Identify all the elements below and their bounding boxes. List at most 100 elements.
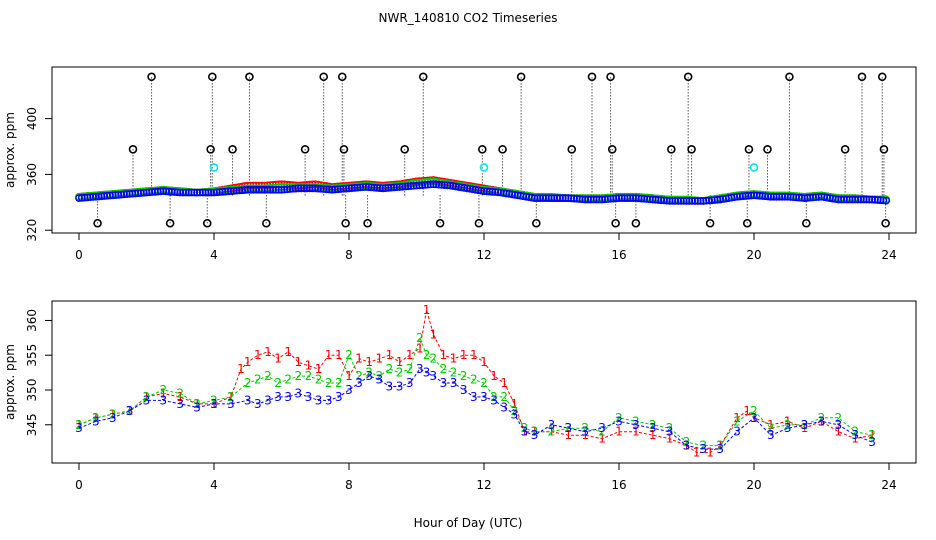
- series-3-point: [370, 183, 379, 192]
- series-3-point: [387, 183, 396, 192]
- series-3-point: [629, 194, 637, 202]
- series-2-label: 2: [733, 414, 741, 428]
- series-1-label: 1: [143, 390, 151, 404]
- series-3-point: [716, 195, 725, 204]
- y-tick-label: 360: [25, 163, 39, 186]
- series-3-point: [162, 187, 171, 196]
- series-3-point: [409, 181, 418, 190]
- series-3-point: [769, 192, 778, 201]
- series-2-label: 2: [176, 386, 184, 400]
- series-3-point: [710, 196, 719, 204]
- series-2-label: 2: [386, 362, 394, 376]
- flagged-point: [631, 218, 641, 228]
- series-3-point: [651, 195, 660, 204]
- series-1-label: 1: [315, 362, 323, 376]
- series-3-point: [193, 188, 201, 197]
- flagged-point: [611, 218, 620, 228]
- series-3-point: [103, 191, 111, 200]
- series-3-point: [812, 193, 820, 202]
- series-3-label: 3: [784, 421, 792, 435]
- series-2-label: 2: [565, 421, 573, 435]
- series-3-label: 3: [274, 390, 282, 404]
- series-3-label: 3: [355, 376, 363, 390]
- series-3-point: [117, 190, 126, 199]
- series-3-point: [426, 180, 435, 189]
- series-3-line: [78, 368, 873, 450]
- series-3-point: [781, 192, 789, 201]
- series-3-point: [190, 188, 199, 197]
- x-tick-label: 16: [611, 248, 626, 262]
- series-3-point: [539, 194, 547, 202]
- series-3-point: [224, 187, 232, 196]
- top-panel: 0 4 8 12 16 20 24 320 360 400 approx. ppm: [3, 66, 917, 262]
- series-3-point: [474, 186, 483, 195]
- series-3-point: [733, 192, 741, 201]
- series-3-point: [477, 186, 486, 195]
- series-3-label: 3: [176, 397, 184, 411]
- series-3-point: [390, 183, 398, 192]
- series-3-point: [457, 183, 466, 192]
- series-3-point: [609, 194, 618, 203]
- series-2-label: 2: [92, 411, 100, 425]
- series-2-label: 2: [193, 397, 201, 411]
- series-2-label: 2: [767, 421, 775, 435]
- x-tick-label: 8: [345, 248, 353, 262]
- flagged-point: [742, 218, 752, 228]
- series-3-label: 3: [632, 418, 640, 432]
- special-point: [479, 163, 489, 172]
- flagged-point: [300, 145, 310, 154]
- flagged-point: [337, 72, 347, 82]
- series-3-point: [167, 187, 176, 196]
- x-tick-label: 20: [746, 478, 761, 492]
- flagged-point: [478, 145, 487, 154]
- series-2-label: 2: [143, 390, 151, 404]
- series-3-point: [730, 193, 739, 202]
- series-3-point: [277, 185, 286, 194]
- series-3-label: 3: [284, 390, 292, 404]
- series-1-label: 1: [325, 348, 333, 362]
- series-3-point: [800, 194, 809, 202]
- x-tick-label: 4: [210, 478, 218, 492]
- series-1-label: 1: [423, 303, 431, 317]
- series-3-point: [429, 180, 438, 189]
- series-3-point: [221, 187, 230, 196]
- series-1-label: 1: [743, 404, 751, 418]
- series-3-point: [283, 185, 291, 194]
- series-2-label: 2: [160, 383, 168, 397]
- series-3-point: [508, 190, 516, 199]
- series-3-point: [589, 195, 598, 204]
- series-2-label: 2: [365, 366, 373, 380]
- series-2-label: 2: [227, 390, 235, 404]
- series-3-label: 3: [511, 407, 519, 421]
- series-3-point: [499, 189, 508, 197]
- series-3-point: [381, 184, 390, 192]
- series-3-point: [713, 195, 722, 204]
- series-3-point: [333, 185, 342, 194]
- series-2-label: 2: [430, 352, 438, 366]
- series-2-label: 2: [126, 404, 134, 418]
- series-1-label: 1: [868, 428, 876, 442]
- series-3-point: [823, 193, 831, 202]
- series-1-label: 1: [450, 352, 458, 366]
- series-3-point: [92, 192, 100, 201]
- series-3-point: [347, 184, 356, 192]
- series-3-point: [392, 183, 401, 192]
- series-3-label: 3: [345, 383, 353, 397]
- series-3-point: [423, 180, 432, 189]
- series-3-point: [443, 181, 452, 190]
- series-3-point: [634, 194, 643, 203]
- series-3-point: [572, 194, 581, 203]
- series-3-label: 3: [460, 383, 468, 397]
- flagged-point: [147, 72, 156, 82]
- series-1-label: 1: [237, 362, 245, 376]
- series-1-label: 1: [193, 397, 201, 411]
- series-3-point: [665, 197, 674, 205]
- series-3-label: 3: [750, 411, 758, 425]
- series-3-point: [128, 189, 137, 198]
- x-tick-label: 20: [746, 248, 761, 262]
- series-1-label: 1: [615, 425, 623, 439]
- series-3-point: [204, 188, 213, 197]
- series-2-label: 2: [396, 366, 404, 380]
- x-tick-label: 8: [345, 478, 353, 492]
- series-2-label: 2: [818, 411, 826, 425]
